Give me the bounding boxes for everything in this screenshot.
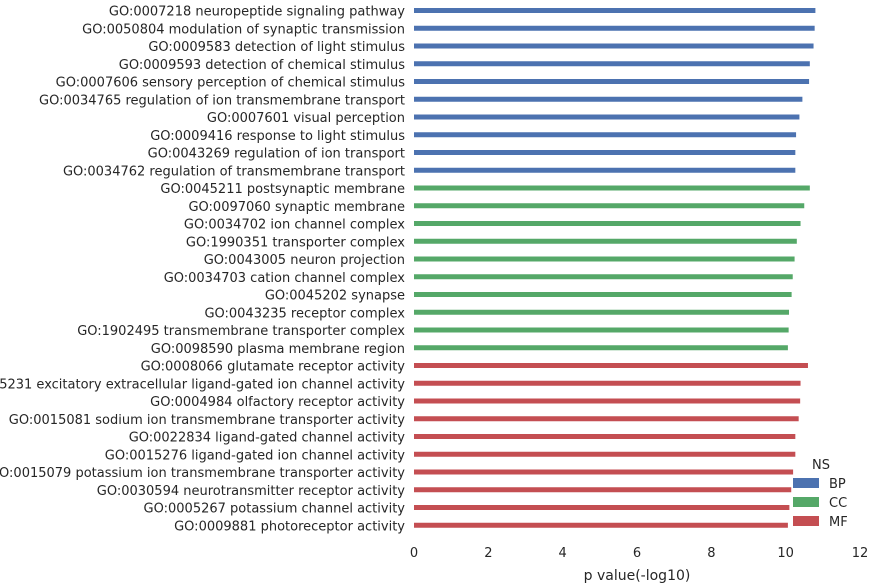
bar (414, 96, 803, 102)
category-label: GO:0009881 photoreceptor activity (174, 519, 405, 534)
bar (414, 327, 789, 333)
category-labels: GO:0007218 neuropeptide signaling pathwa… (0, 5, 405, 535)
x-tick-label: 2 (484, 546, 492, 561)
category-label: GO:0007601 visual perception (207, 111, 405, 126)
category-label: GO:0043005 neuron projection (204, 253, 405, 268)
legend: NS BP CC MF (793, 458, 848, 530)
category-label: GO:0043269 regulation of ion transport (148, 147, 405, 162)
category-label: GO:0005267 potassium channel activity (144, 502, 406, 517)
x-tick-label: 8 (707, 546, 715, 561)
bar (414, 43, 814, 49)
bar (414, 150, 796, 155)
bar (414, 522, 788, 528)
bar (414, 256, 795, 262)
category-label: GO:0015079 potassium ion transmembrane t… (0, 466, 405, 481)
bar (414, 292, 792, 297)
category-label: GO:0005231 excitatory extracellular liga… (0, 377, 405, 392)
category-label: GO:0043235 receptor complex (204, 306, 405, 321)
bar (414, 61, 810, 67)
category-label: GO:0008066 glutamate receptor activity (141, 360, 406, 375)
bar (414, 167, 796, 173)
x-tick-label: 4 (559, 546, 567, 561)
x-tick-label: 6 (633, 546, 641, 561)
bar (414, 238, 797, 244)
bar (414, 185, 810, 191)
category-label: GO:0045211 postsynaptic membrane (160, 182, 405, 197)
bar (414, 309, 790, 315)
legend-label: CC (829, 496, 847, 511)
bar (414, 114, 800, 120)
category-label: GO:0098590 plasma membrane region (151, 342, 405, 357)
bar (414, 274, 793, 280)
legend-title: NS (812, 458, 830, 473)
x-tick-label: 12 (852, 546, 869, 561)
bar (414, 79, 810, 84)
category-label: GO:0034703 cation channel complex (164, 271, 406, 286)
x-tick-label: 10 (777, 546, 794, 561)
x-axis-ticks: 0 2 4 6 8 10 12 (410, 546, 868, 561)
bar (414, 345, 788, 351)
category-label: GO:0050804 modulation of synaptic transm… (82, 22, 405, 37)
bar (414, 451, 796, 457)
category-label: GO:0009583 detection of light stimulus (148, 40, 405, 55)
category-label: GO:0034765 regulation of ion transmembra… (39, 93, 405, 108)
x-tick-label: 0 (410, 546, 418, 561)
category-label: GO:1902495 transmembrane transporter com… (77, 324, 405, 339)
category-label: GO:0034762 regulation of transmembrane t… (63, 164, 405, 179)
category-label: GO:0097060 synaptic membrane (188, 200, 405, 215)
bar (414, 203, 805, 209)
bars-layer (414, 8, 816, 528)
legend-label: MF (829, 515, 848, 530)
bar (414, 434, 796, 439)
category-label: GO:0022834 ligand-gated channel activity (129, 431, 406, 446)
category-label: GO:0045202 synapse (265, 289, 405, 304)
x-axis-label: p value(-log10) (584, 568, 691, 584)
bar (414, 363, 808, 368)
legend-swatch (793, 478, 819, 488)
category-label: GO:0034702 ion channel complex (184, 218, 405, 233)
bar (414, 25, 815, 31)
category-label: GO:0009593 detection of chemical stimulu… (119, 58, 405, 73)
category-label: GO:0007218 neuropeptide signaling pathwa… (109, 5, 405, 20)
legend-label: BP (829, 477, 846, 492)
category-label: GO:0009416 response to light stimulus (150, 129, 405, 144)
category-label: GO:1990351 transporter complex (186, 235, 405, 250)
bar (414, 380, 801, 386)
bar (414, 132, 797, 138)
bar (414, 469, 794, 475)
bar (414, 398, 801, 404)
category-label: GO:0007606 sensory perception of chemica… (56, 76, 406, 91)
category-label: GO:0030594 neurotransmitter receptor act… (97, 484, 406, 499)
bar (414, 221, 801, 226)
category-label: GO:0015081 sodium ion transmembrane tran… (9, 413, 405, 428)
legend-swatch (793, 516, 819, 526)
bar (414, 505, 790, 510)
category-label: GO:0015276 ligand-gated ion channel acti… (105, 448, 406, 463)
bar (414, 8, 816, 13)
bar (414, 416, 799, 422)
legend-swatch (793, 497, 819, 507)
bar (414, 487, 792, 493)
category-label: GO:0004984 olfactory receptor activity (150, 395, 405, 410)
